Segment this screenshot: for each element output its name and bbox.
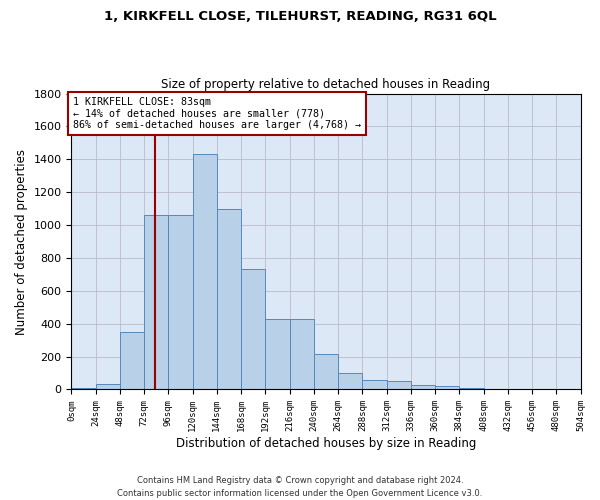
Bar: [314, 354, 338, 390]
Bar: [484, 388, 508, 390]
Bar: [435, 386, 459, 390]
Bar: [241, 270, 265, 390]
Text: Contains HM Land Registry data © Crown copyright and database right 2024.
Contai: Contains HM Land Registry data © Crown c…: [118, 476, 482, 498]
Bar: [411, 384, 435, 390]
Bar: [217, 208, 241, 390]
Bar: [169, 215, 193, 390]
Bar: [362, 380, 386, 390]
Bar: [338, 373, 362, 390]
Bar: [459, 388, 484, 390]
Bar: [290, 319, 314, 390]
Bar: [120, 332, 144, 390]
Bar: [144, 215, 169, 390]
Text: 1, KIRKFELL CLOSE, TILEHURST, READING, RG31 6QL: 1, KIRKFELL CLOSE, TILEHURST, READING, R…: [104, 10, 496, 23]
Y-axis label: Number of detached properties: Number of detached properties: [15, 148, 28, 334]
Bar: [386, 382, 411, 390]
Bar: [193, 154, 217, 390]
Bar: [265, 319, 290, 390]
Bar: [95, 384, 120, 390]
Title: Size of property relative to detached houses in Reading: Size of property relative to detached ho…: [161, 78, 491, 91]
Text: 1 KIRKFELL CLOSE: 83sqm
← 14% of detached houses are smaller (778)
86% of semi-d: 1 KIRKFELL CLOSE: 83sqm ← 14% of detache…: [73, 97, 361, 130]
X-axis label: Distribution of detached houses by size in Reading: Distribution of detached houses by size …: [176, 437, 476, 450]
Bar: [71, 388, 95, 390]
